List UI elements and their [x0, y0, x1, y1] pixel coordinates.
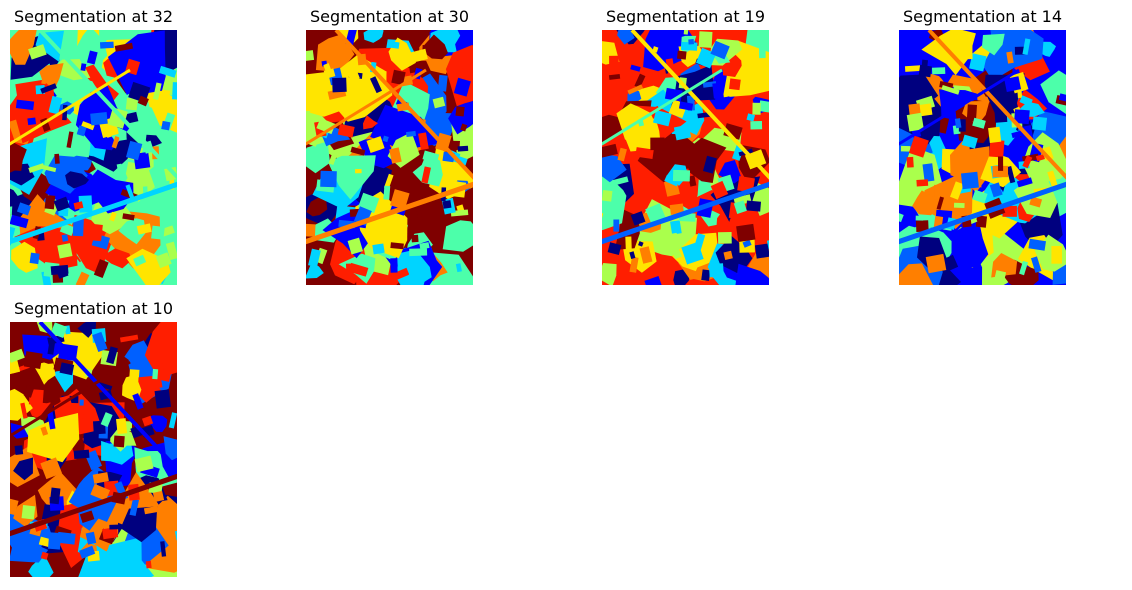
panel-title: Segmentation at 14 — [902, 7, 1063, 26]
panel-title: Segmentation at 10 — [13, 299, 174, 318]
segmentation-image — [10, 30, 177, 285]
panel-title: Segmentation at 32 — [13, 7, 174, 26]
segmentation-image — [899, 30, 1066, 285]
segmentation-image — [602, 30, 769, 285]
panel-title: Segmentation at 30 — [309, 7, 470, 26]
panel-title: Segmentation at 19 — [605, 7, 766, 26]
segmentation-image — [306, 30, 473, 285]
segmentation-image — [10, 322, 177, 577]
